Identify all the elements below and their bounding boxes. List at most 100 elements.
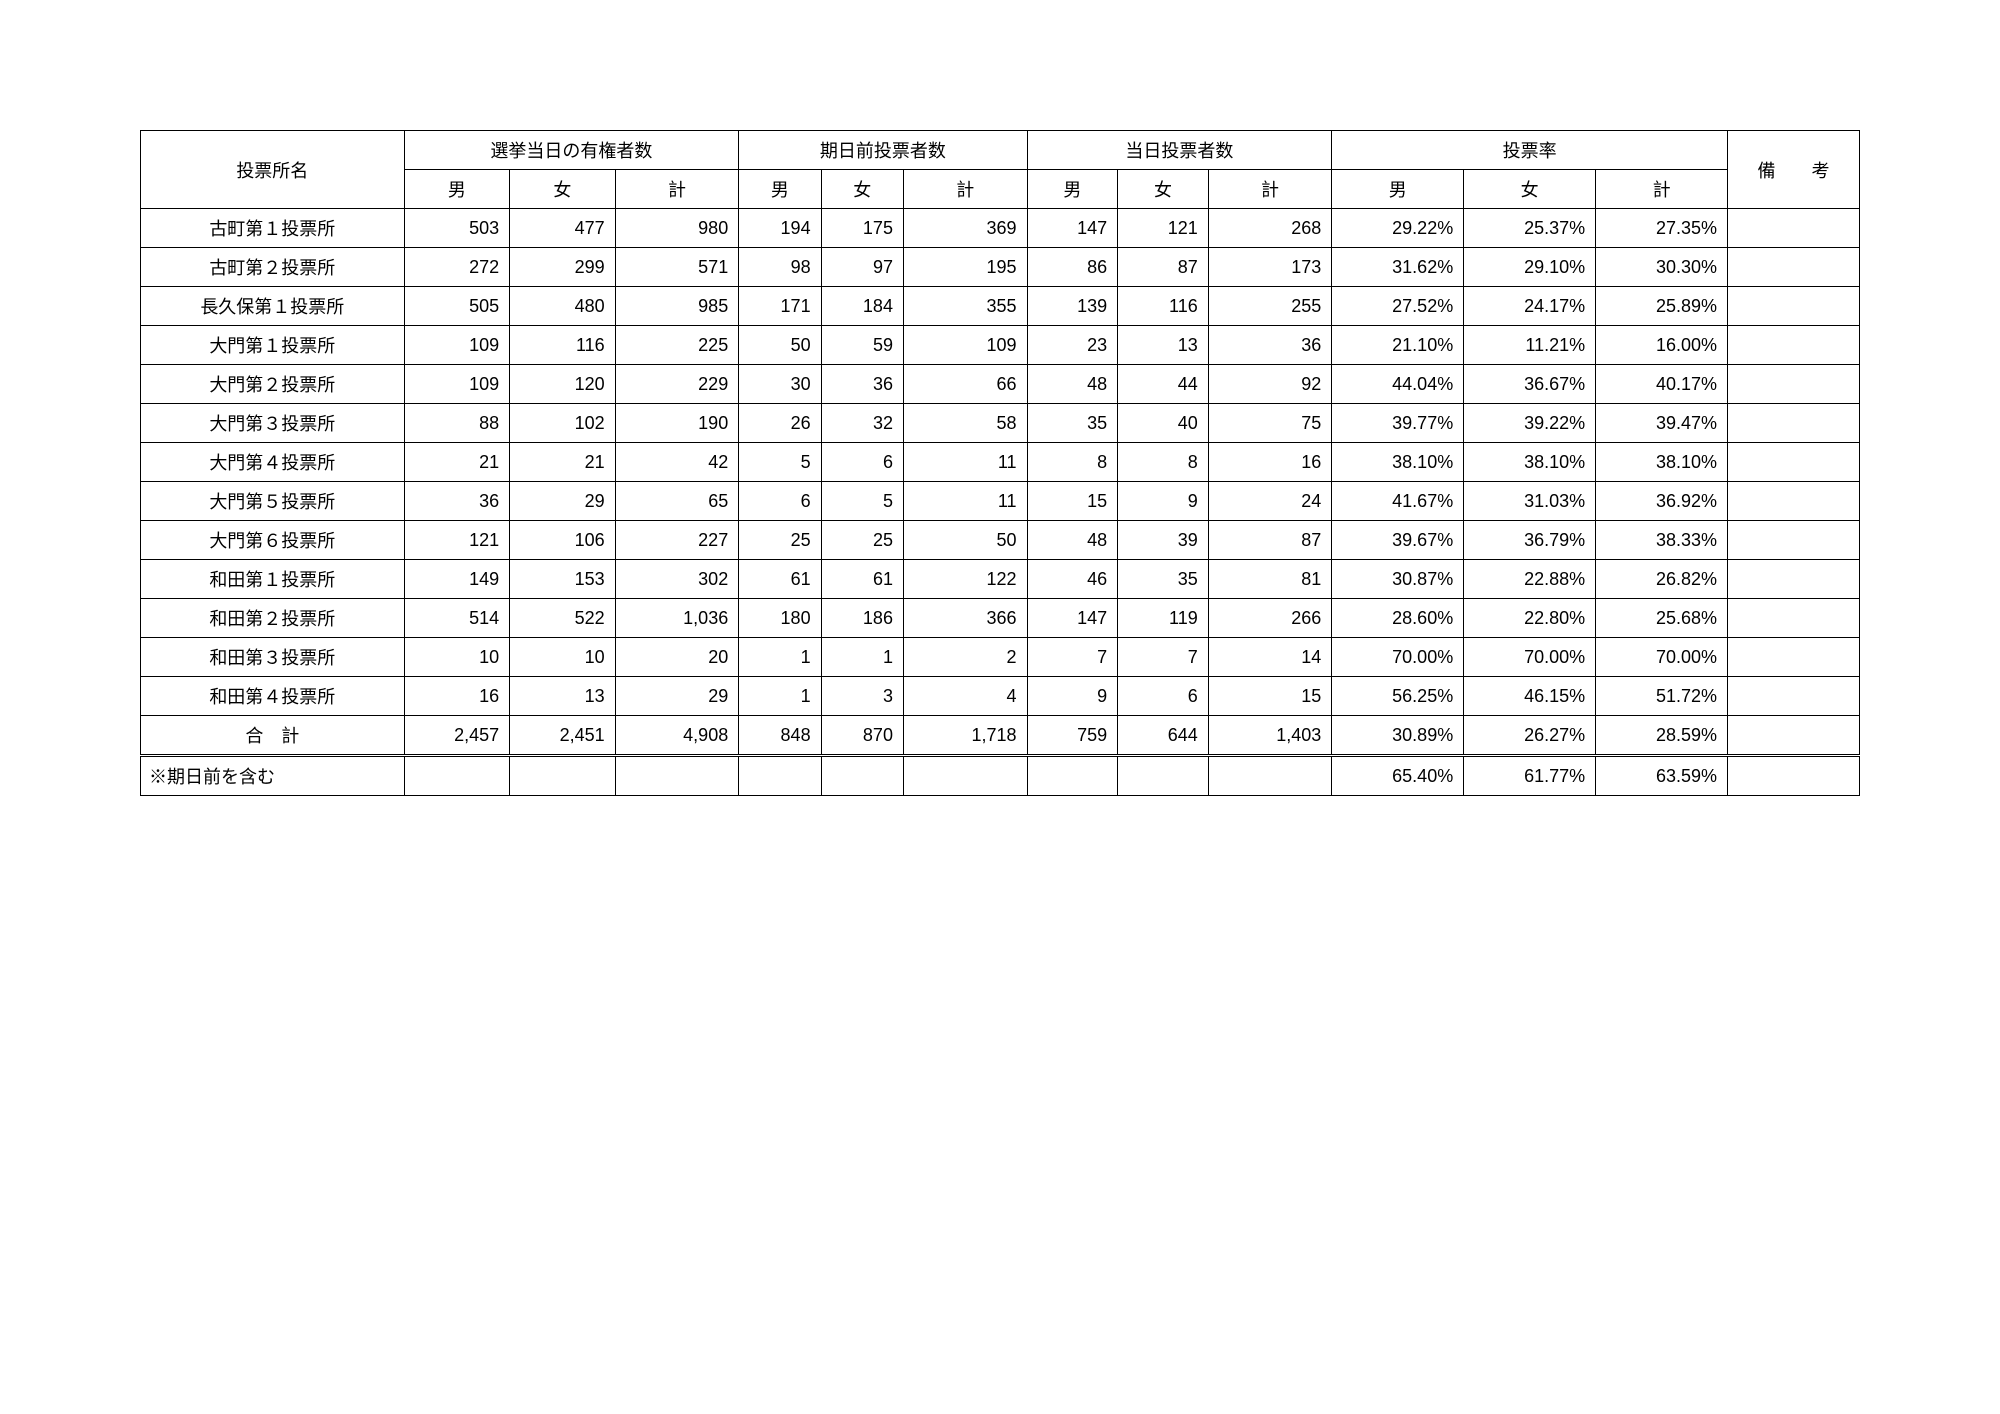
day-total: 87 [1208, 521, 1332, 560]
table-row: 古町第２投票所2722995719897195868717331.62%29.1… [141, 248, 1860, 287]
rate-female: 39.22% [1464, 404, 1596, 443]
rate-female: 36.79% [1464, 521, 1596, 560]
header-remarks: 備 考 [1728, 131, 1860, 209]
footer-row: ※期日前を含む 65.40% 61.77% 63.59% [141, 756, 1860, 796]
day-female: 39 [1118, 521, 1209, 560]
eligible-female: 10 [510, 638, 616, 677]
row-remarks [1728, 404, 1860, 443]
early-female: 184 [821, 287, 903, 326]
day-male: 48 [1027, 521, 1118, 560]
early-male: 25 [739, 521, 821, 560]
row-remarks [1728, 287, 1860, 326]
early-total: 50 [903, 521, 1027, 560]
footer-e-f [510, 756, 616, 796]
day-male: 15 [1027, 482, 1118, 521]
rate-total: 40.17% [1596, 365, 1728, 404]
day-female: 119 [1118, 599, 1209, 638]
row-remarks [1728, 521, 1860, 560]
rate-male: 39.67% [1332, 521, 1464, 560]
total-remarks [1728, 716, 1860, 756]
rate-female: 31.03% [1464, 482, 1596, 521]
eligible-female: 153 [510, 560, 616, 599]
day-female: 7 [1118, 638, 1209, 677]
day-female: 35 [1118, 560, 1209, 599]
early-total: 355 [903, 287, 1027, 326]
rate-male: 21.10% [1332, 326, 1464, 365]
rate-total: 16.00% [1596, 326, 1728, 365]
sub-day-male: 男 [1027, 170, 1118, 209]
sub-eligible-female: 女 [510, 170, 616, 209]
day-female: 44 [1118, 365, 1209, 404]
rate-female: 11.21% [1464, 326, 1596, 365]
rate-female: 24.17% [1464, 287, 1596, 326]
day-male: 147 [1027, 209, 1118, 248]
eligible-female: 299 [510, 248, 616, 287]
day-female: 9 [1118, 482, 1209, 521]
sub-eligible-total: 計 [615, 170, 739, 209]
day-female: 8 [1118, 443, 1209, 482]
early-female: 25 [821, 521, 903, 560]
eligible-male: 88 [404, 404, 510, 443]
eligible-total: 65 [615, 482, 739, 521]
early-female: 5 [821, 482, 903, 521]
eligible-female: 29 [510, 482, 616, 521]
rate-male: 31.62% [1332, 248, 1464, 287]
early-female: 61 [821, 560, 903, 599]
rate-total: 30.30% [1596, 248, 1728, 287]
rate-total: 25.68% [1596, 599, 1728, 638]
station-name: 和田第２投票所 [141, 599, 405, 638]
rate-female: 46.15% [1464, 677, 1596, 716]
rate-male: 44.04% [1332, 365, 1464, 404]
station-name: 大門第５投票所 [141, 482, 405, 521]
rate-total: 26.82% [1596, 560, 1728, 599]
total-d-m: 759 [1027, 716, 1118, 756]
eligible-male: 514 [404, 599, 510, 638]
eligible-female: 13 [510, 677, 616, 716]
footer-e-m [404, 756, 510, 796]
footer-p-t [903, 756, 1027, 796]
early-total: 369 [903, 209, 1027, 248]
total-e-t: 4,908 [615, 716, 739, 756]
table-row: 古町第１投票所50347798019417536914712126829.22%… [141, 209, 1860, 248]
eligible-total: 302 [615, 560, 739, 599]
row-remarks [1728, 677, 1860, 716]
rate-male: 30.87% [1332, 560, 1464, 599]
day-total: 16 [1208, 443, 1332, 482]
eligible-male: 149 [404, 560, 510, 599]
rate-male: 29.22% [1332, 209, 1464, 248]
row-remarks [1728, 560, 1860, 599]
table-row: 和田第４投票所161329134961556.25%46.15%51.72% [141, 677, 1860, 716]
early-female: 1 [821, 638, 903, 677]
day-total: 15 [1208, 677, 1332, 716]
voting-results-table: 投票所名 選挙当日の有権者数 期日前投票者数 当日投票者数 投票率 備 考 男 … [140, 130, 1860, 796]
eligible-total: 190 [615, 404, 739, 443]
day-total: 81 [1208, 560, 1332, 599]
total-d-t: 1,403 [1208, 716, 1332, 756]
table-row: 大門第３投票所8810219026325835407539.77%39.22%3… [141, 404, 1860, 443]
rate-total: 27.35% [1596, 209, 1728, 248]
rate-male: 41.67% [1332, 482, 1464, 521]
row-remarks [1728, 365, 1860, 404]
footer-r-t: 63.59% [1596, 756, 1728, 796]
rate-total: 39.47% [1596, 404, 1728, 443]
rate-total: 25.89% [1596, 287, 1728, 326]
eligible-male: 16 [404, 677, 510, 716]
sub-rate-total: 計 [1596, 170, 1728, 209]
early-female: 6 [821, 443, 903, 482]
sub-eligible-male: 男 [404, 170, 510, 209]
eligible-total: 229 [615, 365, 739, 404]
total-label: 合 計 [141, 716, 405, 756]
early-male: 26 [739, 404, 821, 443]
day-total: 24 [1208, 482, 1332, 521]
station-name: 大門第４投票所 [141, 443, 405, 482]
eligible-male: 505 [404, 287, 510, 326]
table-row: 和田第１投票所149153302616112246358130.87%22.88… [141, 560, 1860, 599]
early-male: 6 [739, 482, 821, 521]
early-total: 2 [903, 638, 1027, 677]
station-name: 古町第１投票所 [141, 209, 405, 248]
header-rate: 投票率 [1332, 131, 1728, 170]
row-remarks [1728, 638, 1860, 677]
footer-r-f: 61.77% [1464, 756, 1596, 796]
rate-female: 38.10% [1464, 443, 1596, 482]
early-total: 11 [903, 482, 1027, 521]
